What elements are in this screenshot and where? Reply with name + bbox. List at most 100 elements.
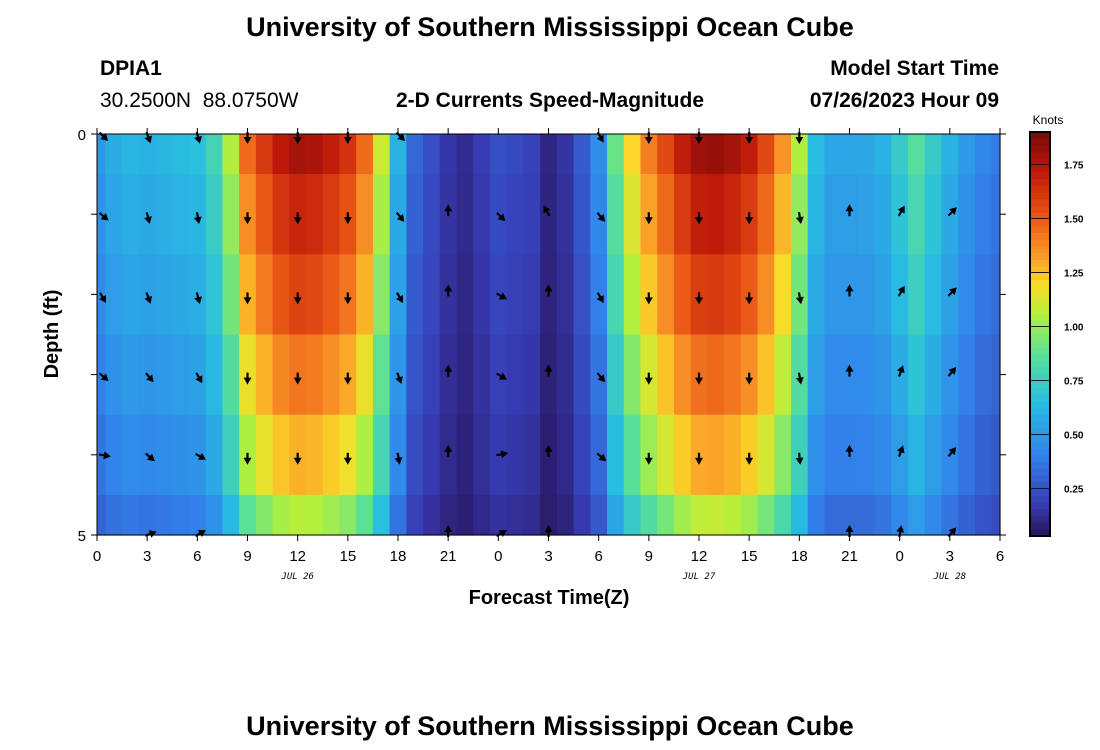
chart-subtitle: 2-D Currents Speed-Magnitude xyxy=(396,89,704,112)
heatmap-cell xyxy=(974,134,993,175)
current-arrow xyxy=(947,447,957,458)
heatmap-cell xyxy=(724,494,742,536)
heatmap-cell xyxy=(707,174,725,255)
heatmap-cell xyxy=(556,134,575,175)
colorbar-segment xyxy=(1030,273,1050,281)
colorbar-segment xyxy=(1030,293,1050,301)
current-arrow xyxy=(144,292,152,304)
arrow-head xyxy=(795,457,804,465)
colorbar-segment xyxy=(1030,327,1050,335)
heatmap-cell xyxy=(774,254,792,336)
colorbar-segment xyxy=(1030,340,1050,349)
heatmap-cell xyxy=(807,494,826,536)
heatmap-cell xyxy=(623,174,642,255)
arrow-head xyxy=(695,377,703,385)
colorbar-segment xyxy=(1030,387,1050,396)
arrow-head xyxy=(896,445,905,454)
heatmap-cell xyxy=(372,494,391,536)
heatmap-cell xyxy=(640,494,658,536)
colorbar-tick-label: 0.50 xyxy=(1064,430,1084,441)
arrow-head xyxy=(948,447,957,456)
heatmap-cell xyxy=(740,134,759,175)
heatmap-cell xyxy=(155,254,173,336)
heatmap-cell xyxy=(255,254,274,336)
current-arrow xyxy=(745,372,754,385)
current-vectors xyxy=(98,131,957,538)
current-arrow xyxy=(795,292,804,305)
heatmap-cell xyxy=(958,254,976,336)
colorbar-segment xyxy=(1030,172,1050,180)
heatmap-cell xyxy=(607,254,625,336)
current-arrow xyxy=(644,372,653,385)
heatmap-cell xyxy=(155,414,173,496)
heatmap-cell xyxy=(406,414,424,496)
heatmap-cell xyxy=(389,134,407,175)
heatmap-cell xyxy=(790,494,809,536)
heatmap-cell xyxy=(874,334,892,416)
colorbar-segment xyxy=(1030,239,1050,248)
x-tick-label: 9 xyxy=(243,548,251,565)
current-arrow xyxy=(496,212,506,222)
heatmap-cell xyxy=(222,254,240,336)
arrow-head xyxy=(394,457,403,465)
x-tick-label: 21 xyxy=(440,548,457,565)
heatmap-cell xyxy=(573,254,591,336)
heatmap-cell xyxy=(991,254,1001,336)
heatmap-cell xyxy=(857,494,876,536)
arrow-head xyxy=(397,133,406,142)
colorbar-segment xyxy=(1030,286,1050,295)
arrow-head xyxy=(194,296,202,305)
heatmap-cell xyxy=(356,174,374,255)
arrow-head xyxy=(544,364,553,372)
colorbar-tick-label: 0.75 xyxy=(1064,376,1084,387)
date-label: JUL 26 xyxy=(280,572,314,582)
heatmap-cell xyxy=(824,414,842,496)
arrow-head xyxy=(293,457,302,465)
heatmap-cell xyxy=(272,494,290,536)
y-tick-label: 0 xyxy=(78,127,86,144)
x-tick-label: 0 xyxy=(93,548,101,565)
heatmap-cell xyxy=(707,134,725,175)
heatmap-cell xyxy=(105,254,123,336)
colorbar-frame xyxy=(1029,131,1051,537)
heatmap-cell xyxy=(556,334,575,416)
heatmap-cell xyxy=(807,334,826,416)
current-arrow xyxy=(644,292,653,305)
heatmap-cell xyxy=(556,494,575,536)
heatmap-cell xyxy=(623,494,642,536)
arrow-head xyxy=(795,376,804,385)
heatmap-cell xyxy=(991,334,1001,416)
heatmap-cell xyxy=(423,254,441,336)
arrow-head xyxy=(845,364,854,372)
heatmap-cell xyxy=(239,494,257,536)
heatmap-cell xyxy=(824,174,842,255)
heatmap-cell xyxy=(673,134,692,175)
heatmap-cell xyxy=(306,174,324,255)
arrow-head xyxy=(795,137,804,144)
heatmap-cell xyxy=(958,414,976,496)
heatmap-cell xyxy=(122,334,140,416)
heatmap-cell xyxy=(322,134,341,175)
x-tick-label: 15 xyxy=(339,548,356,565)
arrow-head xyxy=(103,451,111,460)
heatmap-cell xyxy=(556,414,575,496)
colorbar-segment xyxy=(1030,502,1050,510)
colorbar-segment xyxy=(1030,435,1050,443)
heatmap-cell xyxy=(423,174,441,255)
arrow-head xyxy=(197,452,206,460)
heatmap-cell xyxy=(657,134,675,175)
arrow-head xyxy=(193,216,202,225)
x-tick-label: 18 xyxy=(390,548,407,565)
heatmap-cell xyxy=(857,134,876,175)
colorbar-segment xyxy=(1030,334,1050,342)
heatmap-cell xyxy=(356,254,374,336)
arrow-head xyxy=(845,204,854,212)
current-arrow xyxy=(98,212,109,221)
heatmap-cell xyxy=(406,494,424,536)
heatmap-cell xyxy=(841,134,859,175)
heatmap-cell xyxy=(657,174,675,255)
heatmap-cell xyxy=(523,494,541,536)
arrow-head xyxy=(597,213,606,222)
arrow-head xyxy=(845,525,854,532)
station-coords: 30.2500N 88.0750W xyxy=(100,89,299,112)
